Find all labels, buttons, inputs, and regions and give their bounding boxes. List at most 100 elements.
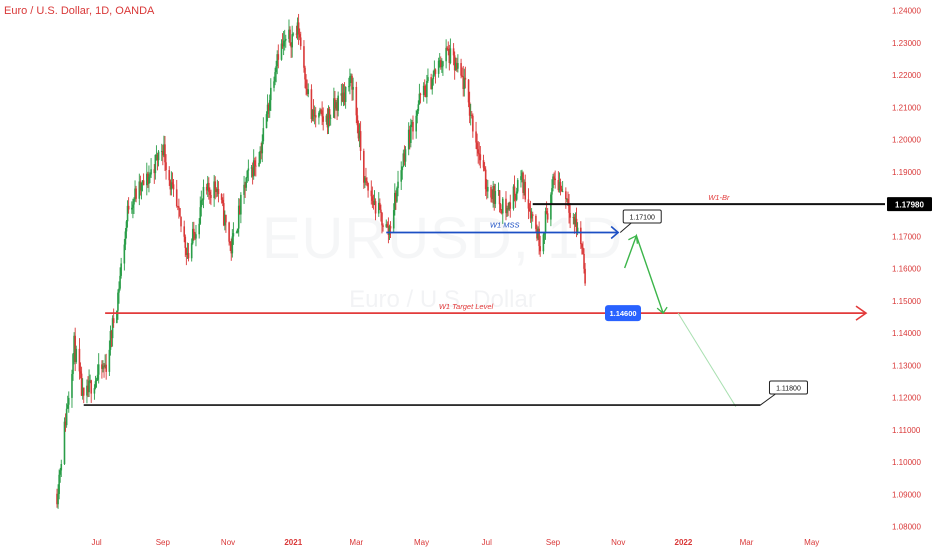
candle-body <box>240 194 242 215</box>
candle-body <box>321 110 323 117</box>
time-tick-label: Nov <box>611 538 625 547</box>
candle-down <box>171 172 174 189</box>
candle-up <box>411 119 413 128</box>
candle-up <box>186 242 189 259</box>
candle-up <box>307 83 310 98</box>
candle-body <box>415 115 417 132</box>
candle-body <box>74 335 76 362</box>
candle-body <box>370 190 373 197</box>
time-tick-label: 2022 <box>675 538 693 547</box>
candle-down <box>183 220 186 243</box>
candle-down <box>105 353 107 380</box>
candle-body <box>306 88 308 95</box>
candle-body <box>523 181 525 193</box>
candle-body <box>187 253 190 259</box>
candle-down <box>381 212 383 234</box>
candle-body <box>183 226 186 237</box>
candle-body <box>313 115 316 117</box>
candle-body <box>351 75 353 90</box>
candle-down <box>214 176 217 200</box>
target-arrowhead <box>855 305 868 321</box>
candle-up <box>352 77 354 101</box>
candle-down <box>446 46 448 52</box>
candle-body <box>462 76 465 89</box>
candle-body <box>388 226 391 236</box>
candle-body <box>487 186 489 192</box>
candle-up <box>516 178 519 194</box>
candle-body <box>213 181 215 199</box>
candle-body <box>250 167 253 169</box>
candle-body <box>311 109 314 120</box>
candle-body <box>214 181 217 189</box>
candle-body <box>385 224 388 227</box>
candle-body <box>67 397 70 405</box>
candle-down <box>434 68 437 84</box>
candle-body <box>408 129 411 144</box>
candle-up <box>146 162 148 196</box>
candle-body <box>78 348 81 372</box>
candle-down <box>464 66 467 89</box>
candle-body <box>380 209 382 213</box>
candle-body <box>251 167 254 177</box>
candle-body <box>514 195 517 200</box>
candle-body <box>348 86 350 88</box>
candle-down <box>568 194 570 224</box>
candle-body <box>438 60 441 62</box>
candle-up <box>566 198 568 203</box>
candle-body <box>394 192 396 211</box>
candle-up <box>258 151 260 168</box>
candle-up <box>126 200 129 228</box>
candle-body <box>386 224 389 227</box>
price-tick-label: 1.20000 <box>892 136 921 145</box>
candle-body <box>392 210 395 229</box>
candle-body <box>206 182 209 191</box>
candle-body <box>156 154 159 161</box>
candle-body <box>195 234 197 239</box>
candle-down <box>244 181 246 198</box>
candle-up <box>469 103 472 126</box>
candle-down <box>56 488 58 508</box>
candle-up <box>551 179 553 205</box>
candle-body <box>400 170 403 182</box>
candle-body <box>576 227 579 233</box>
time-tick-label: Mar <box>740 538 754 547</box>
candle-up <box>71 369 73 408</box>
candle-up <box>449 38 452 65</box>
candle-body <box>127 205 130 210</box>
candle-body <box>499 204 502 211</box>
candle-body <box>282 40 285 47</box>
candle-up <box>333 87 335 118</box>
candle-up <box>454 57 457 71</box>
candle-body <box>157 151 160 161</box>
candle-body <box>209 191 211 195</box>
candle-body <box>344 86 347 102</box>
price-tick-label: 1.23000 <box>892 39 921 48</box>
candle-body <box>118 288 120 293</box>
candle-up <box>243 175 245 204</box>
time-tick-label: Jul <box>482 538 492 547</box>
mss-callout-box <box>622 209 662 224</box>
candle-up <box>521 169 523 183</box>
candle-down <box>209 187 211 204</box>
candle-up <box>288 19 290 43</box>
candle-body <box>72 354 74 375</box>
candle-body <box>507 207 509 210</box>
candle-down <box>366 177 368 187</box>
candle-up <box>318 111 320 125</box>
candle-body <box>543 233 546 235</box>
candle-up <box>377 192 380 217</box>
candle-down <box>359 121 362 161</box>
candle-up <box>191 221 194 245</box>
candle-body <box>425 89 427 98</box>
candle-down <box>139 175 142 196</box>
candle-body <box>485 189 488 192</box>
candle-body <box>460 63 462 76</box>
candle-down <box>485 179 488 200</box>
candle-down <box>230 238 233 261</box>
candle-body <box>124 231 127 245</box>
candle-up <box>508 201 510 212</box>
candle-up <box>170 171 173 196</box>
candle-body <box>521 172 523 177</box>
